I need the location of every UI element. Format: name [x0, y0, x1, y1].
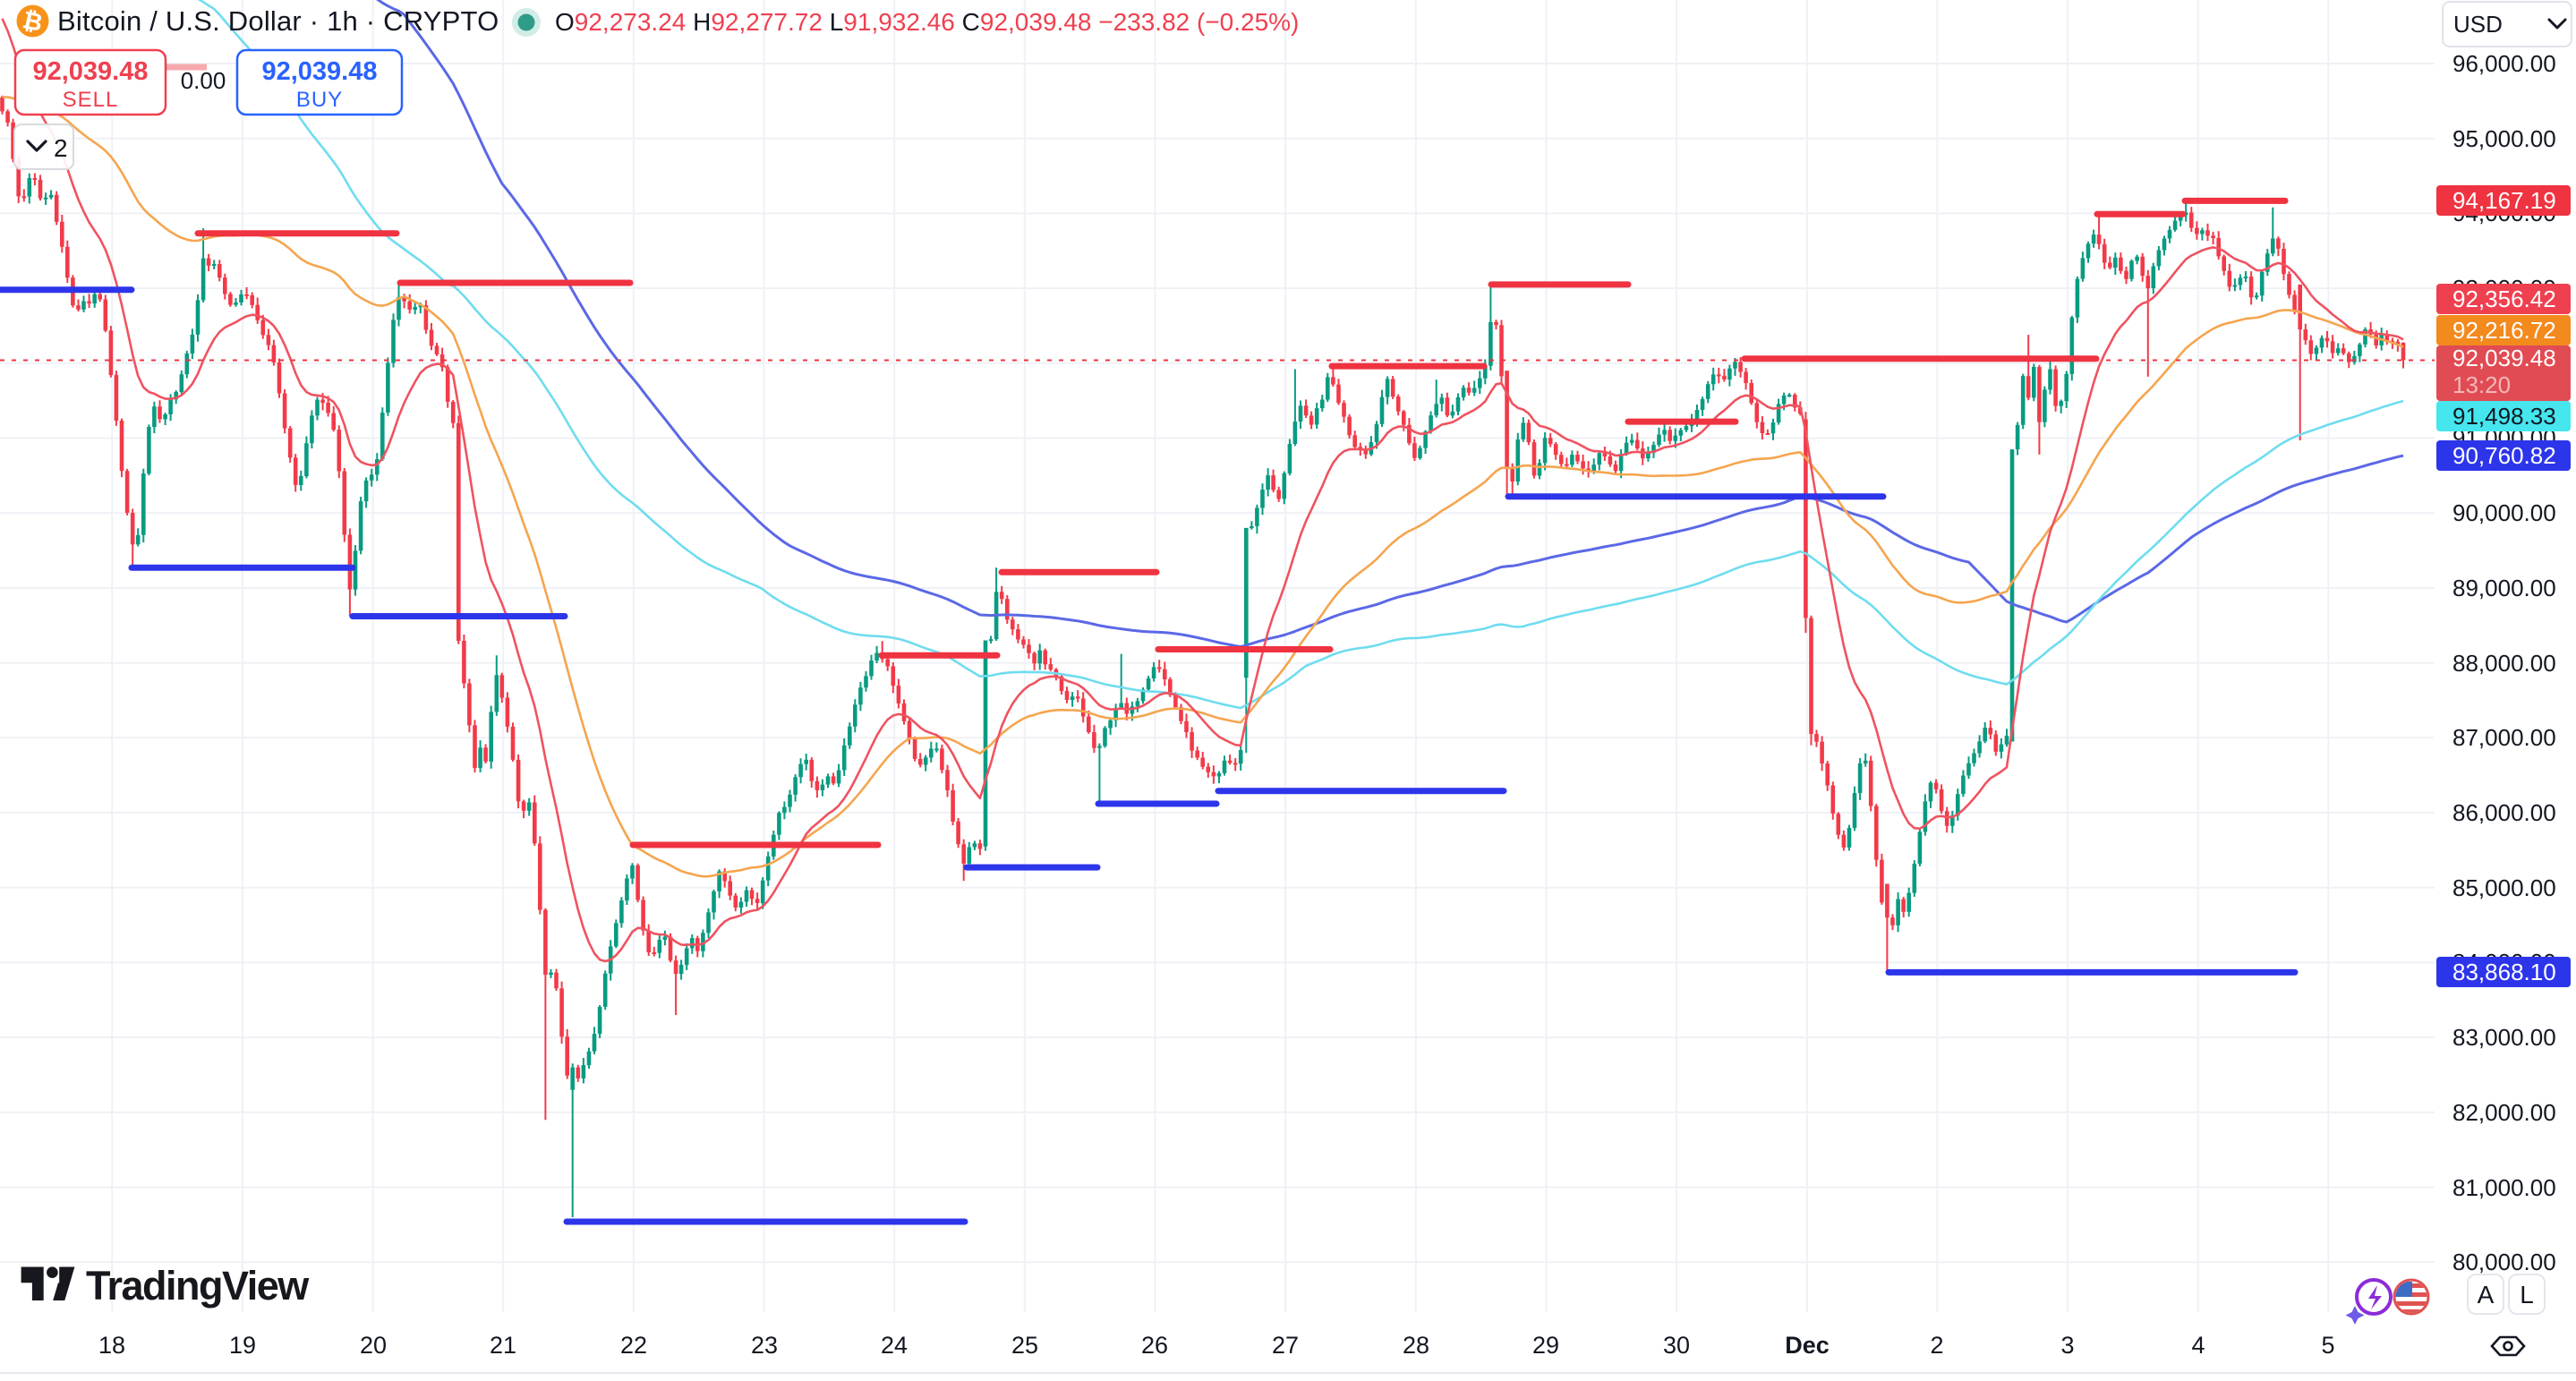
- svg-text:18: 18: [98, 1332, 125, 1359]
- svg-text:3: 3: [2060, 1332, 2074, 1359]
- svg-text:TradingView: TradingView: [86, 1263, 310, 1309]
- svg-text:29: 29: [1532, 1332, 1559, 1359]
- svg-text:Bitcoin / U.S. Dollar · 1h · C: Bitcoin / U.S. Dollar · 1h · CRYPTO: [57, 5, 499, 37]
- svg-text:SELL: SELL: [63, 88, 119, 112]
- svg-text:24: 24: [881, 1332, 908, 1359]
- svg-text:80,000.00: 80,000.00: [2452, 1249, 2556, 1275]
- svg-text:27: 27: [1272, 1332, 1299, 1359]
- svg-text:A: A: [2478, 1281, 2495, 1309]
- svg-text:30: 30: [1663, 1332, 1690, 1359]
- svg-text:83,868.10: 83,868.10: [2452, 959, 2556, 985]
- svg-text:96,000.00: 96,000.00: [2452, 50, 2556, 77]
- svg-text:Dec: Dec: [1785, 1332, 1830, 1359]
- svg-text:20: 20: [360, 1332, 387, 1359]
- svg-text:26: 26: [1141, 1332, 1168, 1359]
- svg-text:23: 23: [751, 1332, 778, 1359]
- svg-text:BUY: BUY: [296, 88, 343, 112]
- svg-text:92,356.42: 92,356.42: [2452, 286, 2556, 312]
- svg-text:90,000.00: 90,000.00: [2452, 499, 2556, 526]
- svg-text:22: 22: [620, 1332, 647, 1359]
- svg-text:19: 19: [229, 1332, 256, 1359]
- svg-text:82,000.00: 82,000.00: [2452, 1099, 2556, 1126]
- svg-text:5: 5: [2321, 1332, 2334, 1359]
- svg-text:83,000.00: 83,000.00: [2452, 1024, 2556, 1051]
- svg-text:89,000.00: 89,000.00: [2452, 575, 2556, 601]
- svg-text:81,000.00: 81,000.00: [2452, 1174, 2556, 1201]
- svg-text:13:20: 13:20: [2452, 371, 2511, 398]
- svg-text:85,000.00: 85,000.00: [2452, 874, 2556, 901]
- svg-text:2: 2: [1930, 1332, 1943, 1359]
- svg-text:92,039.48: 92,039.48: [261, 57, 377, 86]
- svg-text:28: 28: [1403, 1332, 1429, 1359]
- svg-text:91,498.33: 91,498.33: [2452, 403, 2556, 430]
- svg-text:90,760.82: 90,760.82: [2452, 442, 2556, 469]
- svg-text:0.00: 0.00: [181, 67, 226, 94]
- svg-text:92,216.72: 92,216.72: [2452, 317, 2556, 344]
- svg-text:86,000.00: 86,000.00: [2452, 799, 2556, 826]
- svg-text:USD: USD: [2453, 11, 2503, 38]
- svg-text:92,039.48: 92,039.48: [2452, 345, 2556, 371]
- svg-text:4: 4: [2191, 1332, 2205, 1359]
- svg-text:87,000.00: 87,000.00: [2452, 724, 2556, 751]
- svg-text:O92,273.24 H92,277.72 L91,93: O92,273.24 H92,277.72 L91,932.46 C92,039…: [555, 8, 1299, 36]
- svg-text:94,167.19: 94,167.19: [2452, 187, 2556, 214]
- svg-text:95,000.00: 95,000.00: [2452, 125, 2556, 152]
- svg-text:L: L: [2520, 1281, 2534, 1309]
- svg-text:2: 2: [54, 134, 68, 162]
- svg-text:25: 25: [1011, 1332, 1038, 1359]
- svg-text:21: 21: [490, 1332, 516, 1359]
- svg-text:88,000.00: 88,000.00: [2452, 650, 2556, 677]
- svg-text:92,039.48: 92,039.48: [32, 57, 148, 86]
